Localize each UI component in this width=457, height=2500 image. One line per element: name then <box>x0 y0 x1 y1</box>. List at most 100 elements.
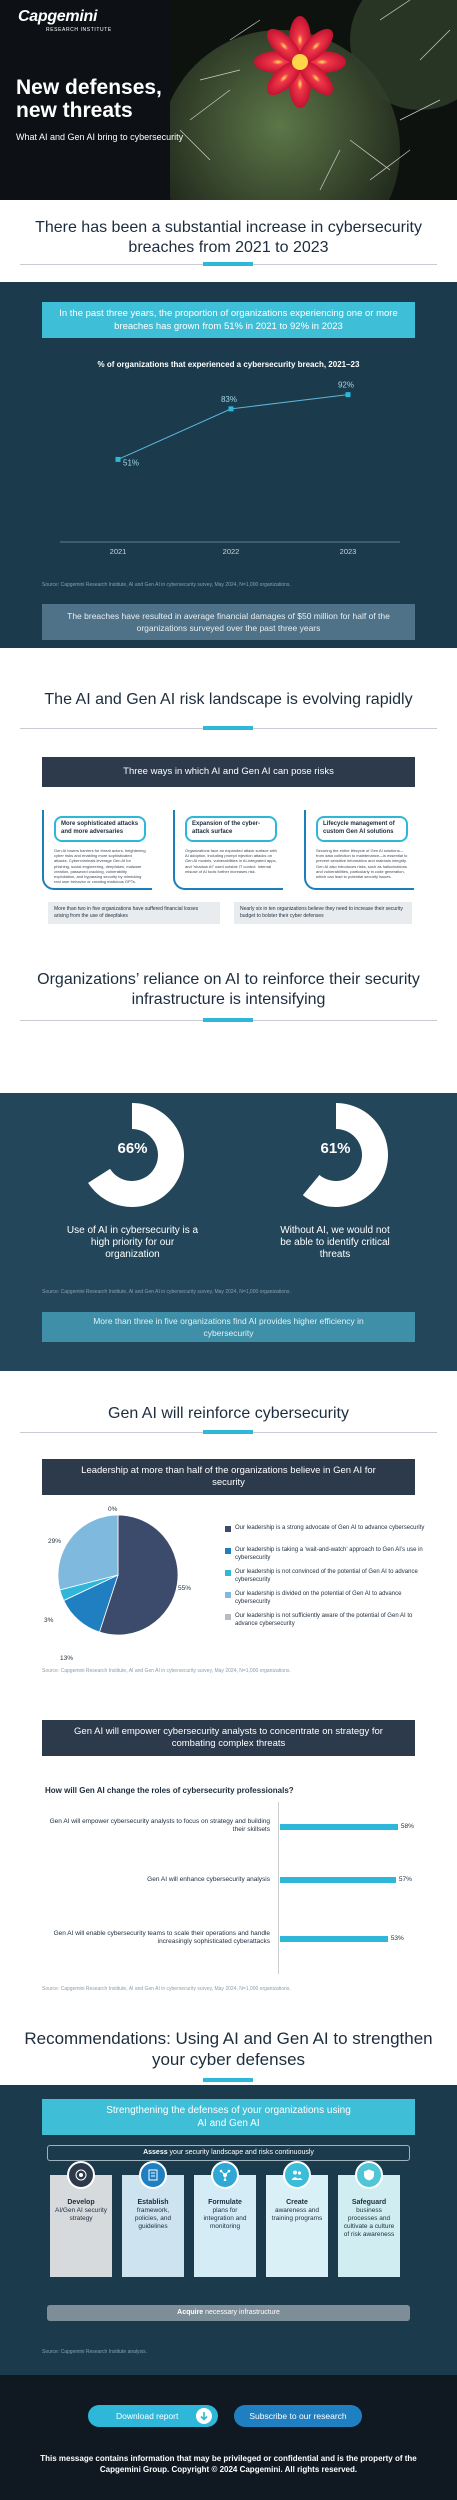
legend-item: Our leadership is taking a ‘wait-and-wat… <box>225 1547 425 1562</box>
section-divider <box>20 726 437 730</box>
bar <box>280 1877 396 1883</box>
bar-value: 58% <box>400 1823 414 1830</box>
section1-title: There has been a substantial increase in… <box>35 219 422 256</box>
step-title: Formulate <box>208 2199 242 2206</box>
legend-item: Our leadership is not sufficiently aware… <box>225 1613 425 1628</box>
logo-subtitle: RESEARCH INSTITUTE <box>46 27 112 33</box>
pie-label: 3% <box>44 1617 54 1624</box>
people-icon <box>283 2161 311 2189</box>
step-develop: Develop AI/Gen AI security strategy <box>50 2161 112 2277</box>
ai-reliance-section: 66% 61% Use of AI in cybersecurity is a … <box>0 1093 457 1371</box>
step-create: Create awareness and training programs <box>266 2161 328 2277</box>
donut-61 <box>302 1103 388 1207</box>
risk-card-body: Organizations face an expanded attack su… <box>185 848 277 874</box>
legend-label: Our leadership is a strong advocate of G… <box>235 1525 425 1531</box>
x-tick-label: 2023 <box>340 547 357 556</box>
data-point <box>228 406 234 412</box>
legend-item: Our leadership is a strong advocate of G… <box>225 1525 425 1533</box>
hero-title-line1: New defenses, <box>16 76 162 99</box>
bar-value: 57% <box>398 1876 412 1883</box>
hero-title-line2: new threats <box>16 99 133 122</box>
step-text: AI/Gen AI security strategy <box>54 2207 108 2222</box>
data-label: 92% <box>338 381 354 390</box>
download-arrow-icon <box>196 2408 212 2424</box>
section-divider <box>20 1018 437 1022</box>
recommendation-highlight: Strengthening the defenses of your organ… <box>42 2099 415 2135</box>
risk-card-title: Lifecycle management of custom Gen AI so… <box>316 816 408 842</box>
step-title: Establish <box>137 2199 169 2206</box>
pie-slice <box>98 1514 179 1636</box>
section4-title: Gen AI will reinforce cybersecurity <box>108 1405 349 1422</box>
bar-label: Gen AI will empower cybersecurity analys… <box>49 1818 270 1833</box>
efficiency-note: More than three in five organizations fi… <box>42 1312 415 1342</box>
leadership-pie-chart <box>57 1514 179 1636</box>
footer: Download report Subscribe to our researc… <box>0 2375 457 2500</box>
pie-label: 13% <box>60 1655 74 1662</box>
roles-question: How will Gen AI change the roles of cybe… <box>45 1786 294 1795</box>
legend-item: Our leadership is not convinced of the p… <box>225 1569 425 1584</box>
donut-value: 61% <box>320 1140 351 1157</box>
acquire-bold: Acquire <box>177 2309 204 2316</box>
bar-value: 53% <box>390 1935 404 1942</box>
donut-arc <box>88 1103 184 1207</box>
source-note: Source: Capgemini Research Institute ana… <box>42 2349 148 2355</box>
source-note: Source: Capgemini Research Institute, AI… <box>42 1986 291 1992</box>
step-title: Develop <box>67 2199 95 2206</box>
risk-card-body: Gen AI lowers barriers for threat actors… <box>54 848 146 885</box>
step-text: business processes and cultivate a cultu… <box>343 2207 395 2238</box>
hero-subtitle: What AI and Gen AI bring to cybersecurit… <box>16 132 184 142</box>
copyright-note: This message contains information that m… <box>40 2454 417 2474</box>
section-divider <box>20 262 437 266</box>
breach-line-chart: 51% 2021 83% 2022 92% 2023 <box>60 381 400 556</box>
breach-section: In the past three years, the proportion … <box>0 282 457 648</box>
step-title: Create <box>286 2199 308 2206</box>
assess-bar: Assess your security landscape and risks… <box>47 2145 410 2161</box>
risk-card-title: More sophisticated attacks and more adve… <box>54 816 146 842</box>
pie-slice <box>57 1514 119 1591</box>
legend-item: Our leadership is divided on the potenti… <box>225 1591 425 1606</box>
download-report-button[interactable]: Download report <box>88 2405 218 2427</box>
data-point <box>345 392 351 398</box>
acquire-bar: Acquire necessary infrastructure <box>47 2305 410 2321</box>
breach-highlight: In the past three years, the proportion … <box>42 302 415 338</box>
legend-label: Our leadership is not sufficiently aware… <box>235 1613 413 1627</box>
step-formulate: Formulate plans for integration and monit… <box>194 2161 256 2277</box>
x-tick-label: 2021 <box>110 547 127 556</box>
download-label: Download report <box>116 2411 179 2421</box>
budget-note: Nearly six in ten organizations believe … <box>234 902 412 924</box>
donut-value: 66% <box>117 1140 148 1157</box>
recommendations-section: Strengthening the defenses of your organ… <box>0 2085 457 2375</box>
data-label: 51% <box>123 458 139 467</box>
step-safeguard: Safeguard business processes and cultivat… <box>338 2161 400 2277</box>
risk-card: Expansion of the cyber-attack surface Or… <box>173 810 283 890</box>
step-establish: Establish framework, policies, and guidel… <box>122 2161 184 2277</box>
analyst-header: Gen AI will empower cybersecurity analys… <box>42 1720 415 1756</box>
shield-icon <box>355 2161 383 2189</box>
source-note: Source: Capgemini Research Institute, AI… <box>42 582 291 588</box>
section6-title: Recommendations: Using AI and Gen AI to … <box>24 2029 433 2069</box>
legend-label: Our leadership is taking a ‘wait-and-wat… <box>235 1547 423 1561</box>
subscribe-button[interactable]: Subscribe to our research <box>234 2405 362 2427</box>
step-text: awareness and training programs <box>271 2207 323 2222</box>
data-label: 83% <box>221 395 237 404</box>
risk-ways-header: Three ways in which AI and Gen AI can po… <box>42 757 415 787</box>
risk-card-title: Expansion of the cyber-attack surface <box>185 816 277 842</box>
chart-title: % of organizations that experienced a cy… <box>97 360 360 369</box>
section-divider <box>20 2078 437 2082</box>
step-text: framework, policies, and guidelines <box>134 2207 172 2230</box>
risk-card: Lifecycle management of custom Gen AI so… <box>304 810 414 890</box>
target-icon <box>67 2161 95 2189</box>
leadership-header: Leadership at more than half of the orga… <box>42 1459 415 1495</box>
donut-label: Use of AI in cybersecurity is a high pri… <box>66 1225 199 1260</box>
x-tick-label: 2022 <box>223 547 240 556</box>
data-point <box>115 456 121 462</box>
donut-66 <box>88 1103 184 1207</box>
risk-card: More sophisticated attacks and more adve… <box>42 810 152 890</box>
bar <box>280 1936 388 1942</box>
assess-bold: Assess <box>143 2149 168 2156</box>
network-icon <box>211 2161 239 2189</box>
risk-card-body: Securing the entire lifecycle of Gen AI … <box>316 848 408 880</box>
document-icon <box>139 2161 167 2189</box>
hero-title: New defenses, new threats <box>16 76 226 122</box>
